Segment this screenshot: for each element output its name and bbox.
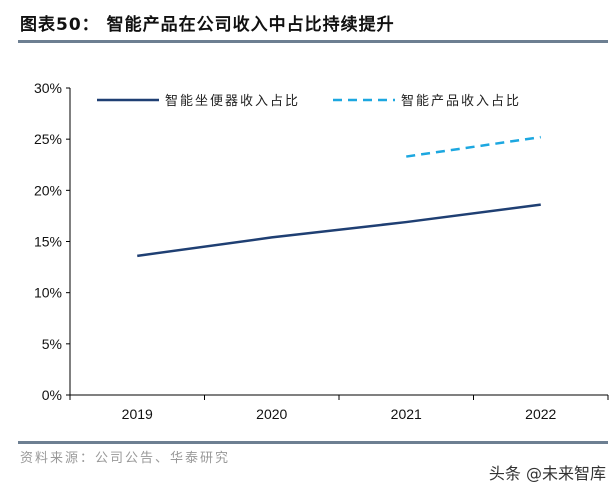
series-line-1 <box>137 203 541 258</box>
legend-label-1: 智能坐便器收入占比 <box>165 94 300 109</box>
y-tick-label: 20% <box>34 182 62 198</box>
y-tick-label: 30% <box>34 80 62 96</box>
line-chart: 0% 5% 10% 15% 20% 25% 30% 2019 2020 2021 2022 智能坐便器… <box>34 80 609 422</box>
x-tick-label: 2022 <box>525 406 556 422</box>
x-tick-label: 2020 <box>256 406 287 422</box>
chart-title: 图表50： 智能产品在公司收入中占比持续提升 <box>20 15 395 35</box>
y-tick-label: 25% <box>34 131 62 147</box>
source-note: 资料来源：公司公告、华泰研究 <box>20 451 231 466</box>
y-tick-label: 10% <box>34 285 62 301</box>
x-tick-label: 2021 <box>391 406 422 422</box>
y-tick-label: 15% <box>34 234 62 250</box>
y-tick-label: 0% <box>42 387 62 403</box>
source-divider <box>18 441 608 444</box>
x-tick-label: 2019 <box>122 406 153 422</box>
title-divider <box>18 40 608 43</box>
watermark: 头条 @未来智库 <box>488 464 606 483</box>
series-line-2 <box>406 135 541 158</box>
y-tick-label: 5% <box>42 336 62 352</box>
legend-label-2: 智能产品收入占比 <box>401 94 521 109</box>
